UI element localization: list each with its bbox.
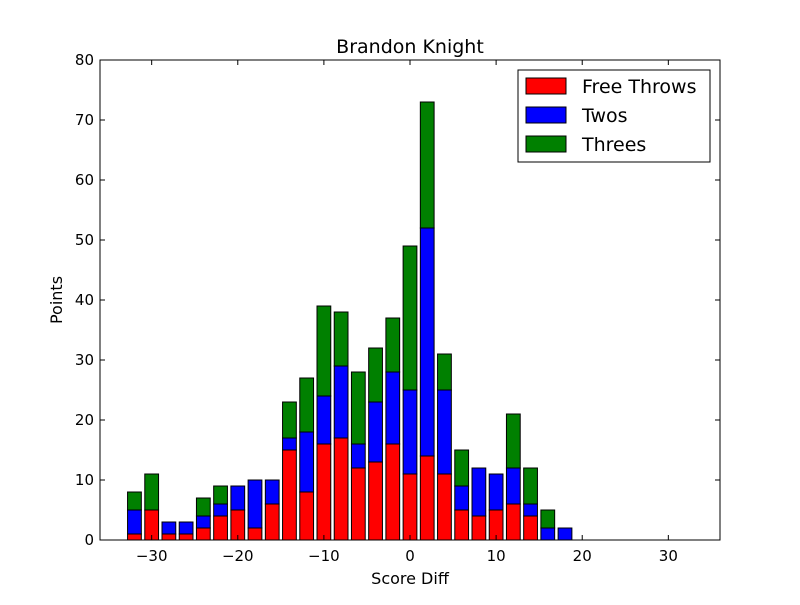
x-tick-label: −30 — [136, 547, 168, 565]
bar-threes — [454, 449, 470, 487]
legend-swatch — [525, 106, 567, 124]
y-tick-label: 30 — [75, 351, 94, 369]
bar-free-throws — [264, 503, 280, 541]
bar-free-throws — [333, 437, 349, 541]
bar-twos — [195, 515, 211, 529]
y-axis-label: Points — [47, 276, 66, 324]
bar-threes — [523, 467, 538, 505]
bar-twos — [161, 521, 177, 535]
bar-twos — [247, 479, 263, 529]
bar-free-throws — [437, 473, 452, 541]
bar-threes — [350, 371, 366, 445]
bar-threes — [368, 347, 383, 403]
bar-threes — [127, 491, 142, 511]
bar-twos — [299, 431, 315, 493]
bar-threes — [402, 245, 418, 391]
bar-twos — [505, 467, 521, 505]
x-tick-label: −20 — [222, 547, 254, 565]
bar-threes — [195, 497, 211, 517]
x-axis-label: Score Diff — [371, 569, 450, 588]
bar-twos — [213, 503, 228, 517]
bar-twos — [127, 509, 142, 535]
bar-twos — [282, 437, 297, 451]
y-tick-label: 40 — [75, 291, 94, 309]
bars-layer — [127, 101, 573, 541]
y-tick-label: 50 — [75, 231, 94, 249]
bar-twos — [454, 485, 470, 511]
bar-twos — [557, 527, 573, 541]
bar-threes — [437, 353, 452, 391]
bar-twos — [368, 401, 383, 463]
y-tick-label: 0 — [84, 531, 94, 549]
bar-twos — [316, 395, 332, 445]
bar-twos — [471, 467, 487, 517]
x-tick-label: 10 — [487, 547, 506, 565]
bar-twos — [264, 479, 280, 505]
x-tick-label: 30 — [659, 547, 678, 565]
bar-free-throws — [368, 461, 383, 541]
legend-label: Free Throws — [582, 76, 696, 98]
bar-free-throws — [385, 443, 401, 541]
legend-label: Threes — [581, 134, 646, 156]
bar-threes — [540, 509, 556, 529]
x-tick-label: 0 — [405, 547, 415, 565]
bar-twos — [523, 503, 538, 517]
bar-threes — [385, 317, 401, 373]
chart-title: Brandon Knight — [336, 36, 484, 58]
y-tick-label: 10 — [75, 471, 94, 489]
bar-twos — [385, 371, 401, 445]
bar-free-throws — [523, 515, 538, 541]
bar-free-throws — [178, 533, 194, 541]
bar-free-throws — [247, 527, 263, 541]
bar-twos — [333, 365, 349, 439]
bar-twos — [402, 389, 418, 475]
bar-free-throws — [505, 503, 521, 541]
bar-threes — [505, 413, 521, 469]
bar-threes — [213, 485, 228, 505]
legend: Free Throws Twos Threes — [517, 69, 711, 163]
bar-twos — [350, 443, 366, 469]
bar-free-throws — [471, 515, 487, 541]
bar-threes — [316, 305, 332, 397]
bar-free-throws — [316, 443, 332, 541]
bar-twos — [419, 227, 435, 457]
bar-twos — [178, 521, 194, 535]
bar-free-throws — [282, 449, 297, 541]
bar-free-throws — [213, 515, 228, 541]
bar-free-throws — [402, 473, 418, 541]
bar-threes — [299, 377, 315, 433]
bar-threes — [282, 401, 297, 439]
bar-threes — [144, 473, 160, 511]
bar-free-throws — [127, 533, 142, 541]
bar-free-throws — [161, 533, 177, 541]
bar-twos — [488, 473, 504, 511]
y-tick-label: 80 — [75, 51, 94, 69]
bar-free-throws — [454, 509, 470, 541]
x-tick-label: −10 — [308, 547, 340, 565]
bar-free-throws — [299, 491, 315, 541]
y-tick-label: 60 — [75, 171, 94, 189]
bar-free-throws — [419, 455, 435, 541]
bar-twos — [540, 527, 556, 541]
legend-label: Twos — [581, 105, 628, 127]
plot-frame — [99, 59, 721, 541]
bar-twos — [230, 485, 246, 511]
y-tick-label: 70 — [75, 111, 94, 129]
bar-twos — [437, 389, 452, 475]
bar-threes — [333, 311, 349, 367]
bar-free-throws — [195, 527, 211, 541]
bar-threes — [419, 101, 435, 229]
x-tick-label: 20 — [573, 547, 592, 565]
legend-swatch — [525, 77, 567, 95]
y-tick-label: 20 — [75, 411, 94, 429]
bar-free-throws — [350, 467, 366, 541]
legend-swatch — [525, 135, 567, 153]
